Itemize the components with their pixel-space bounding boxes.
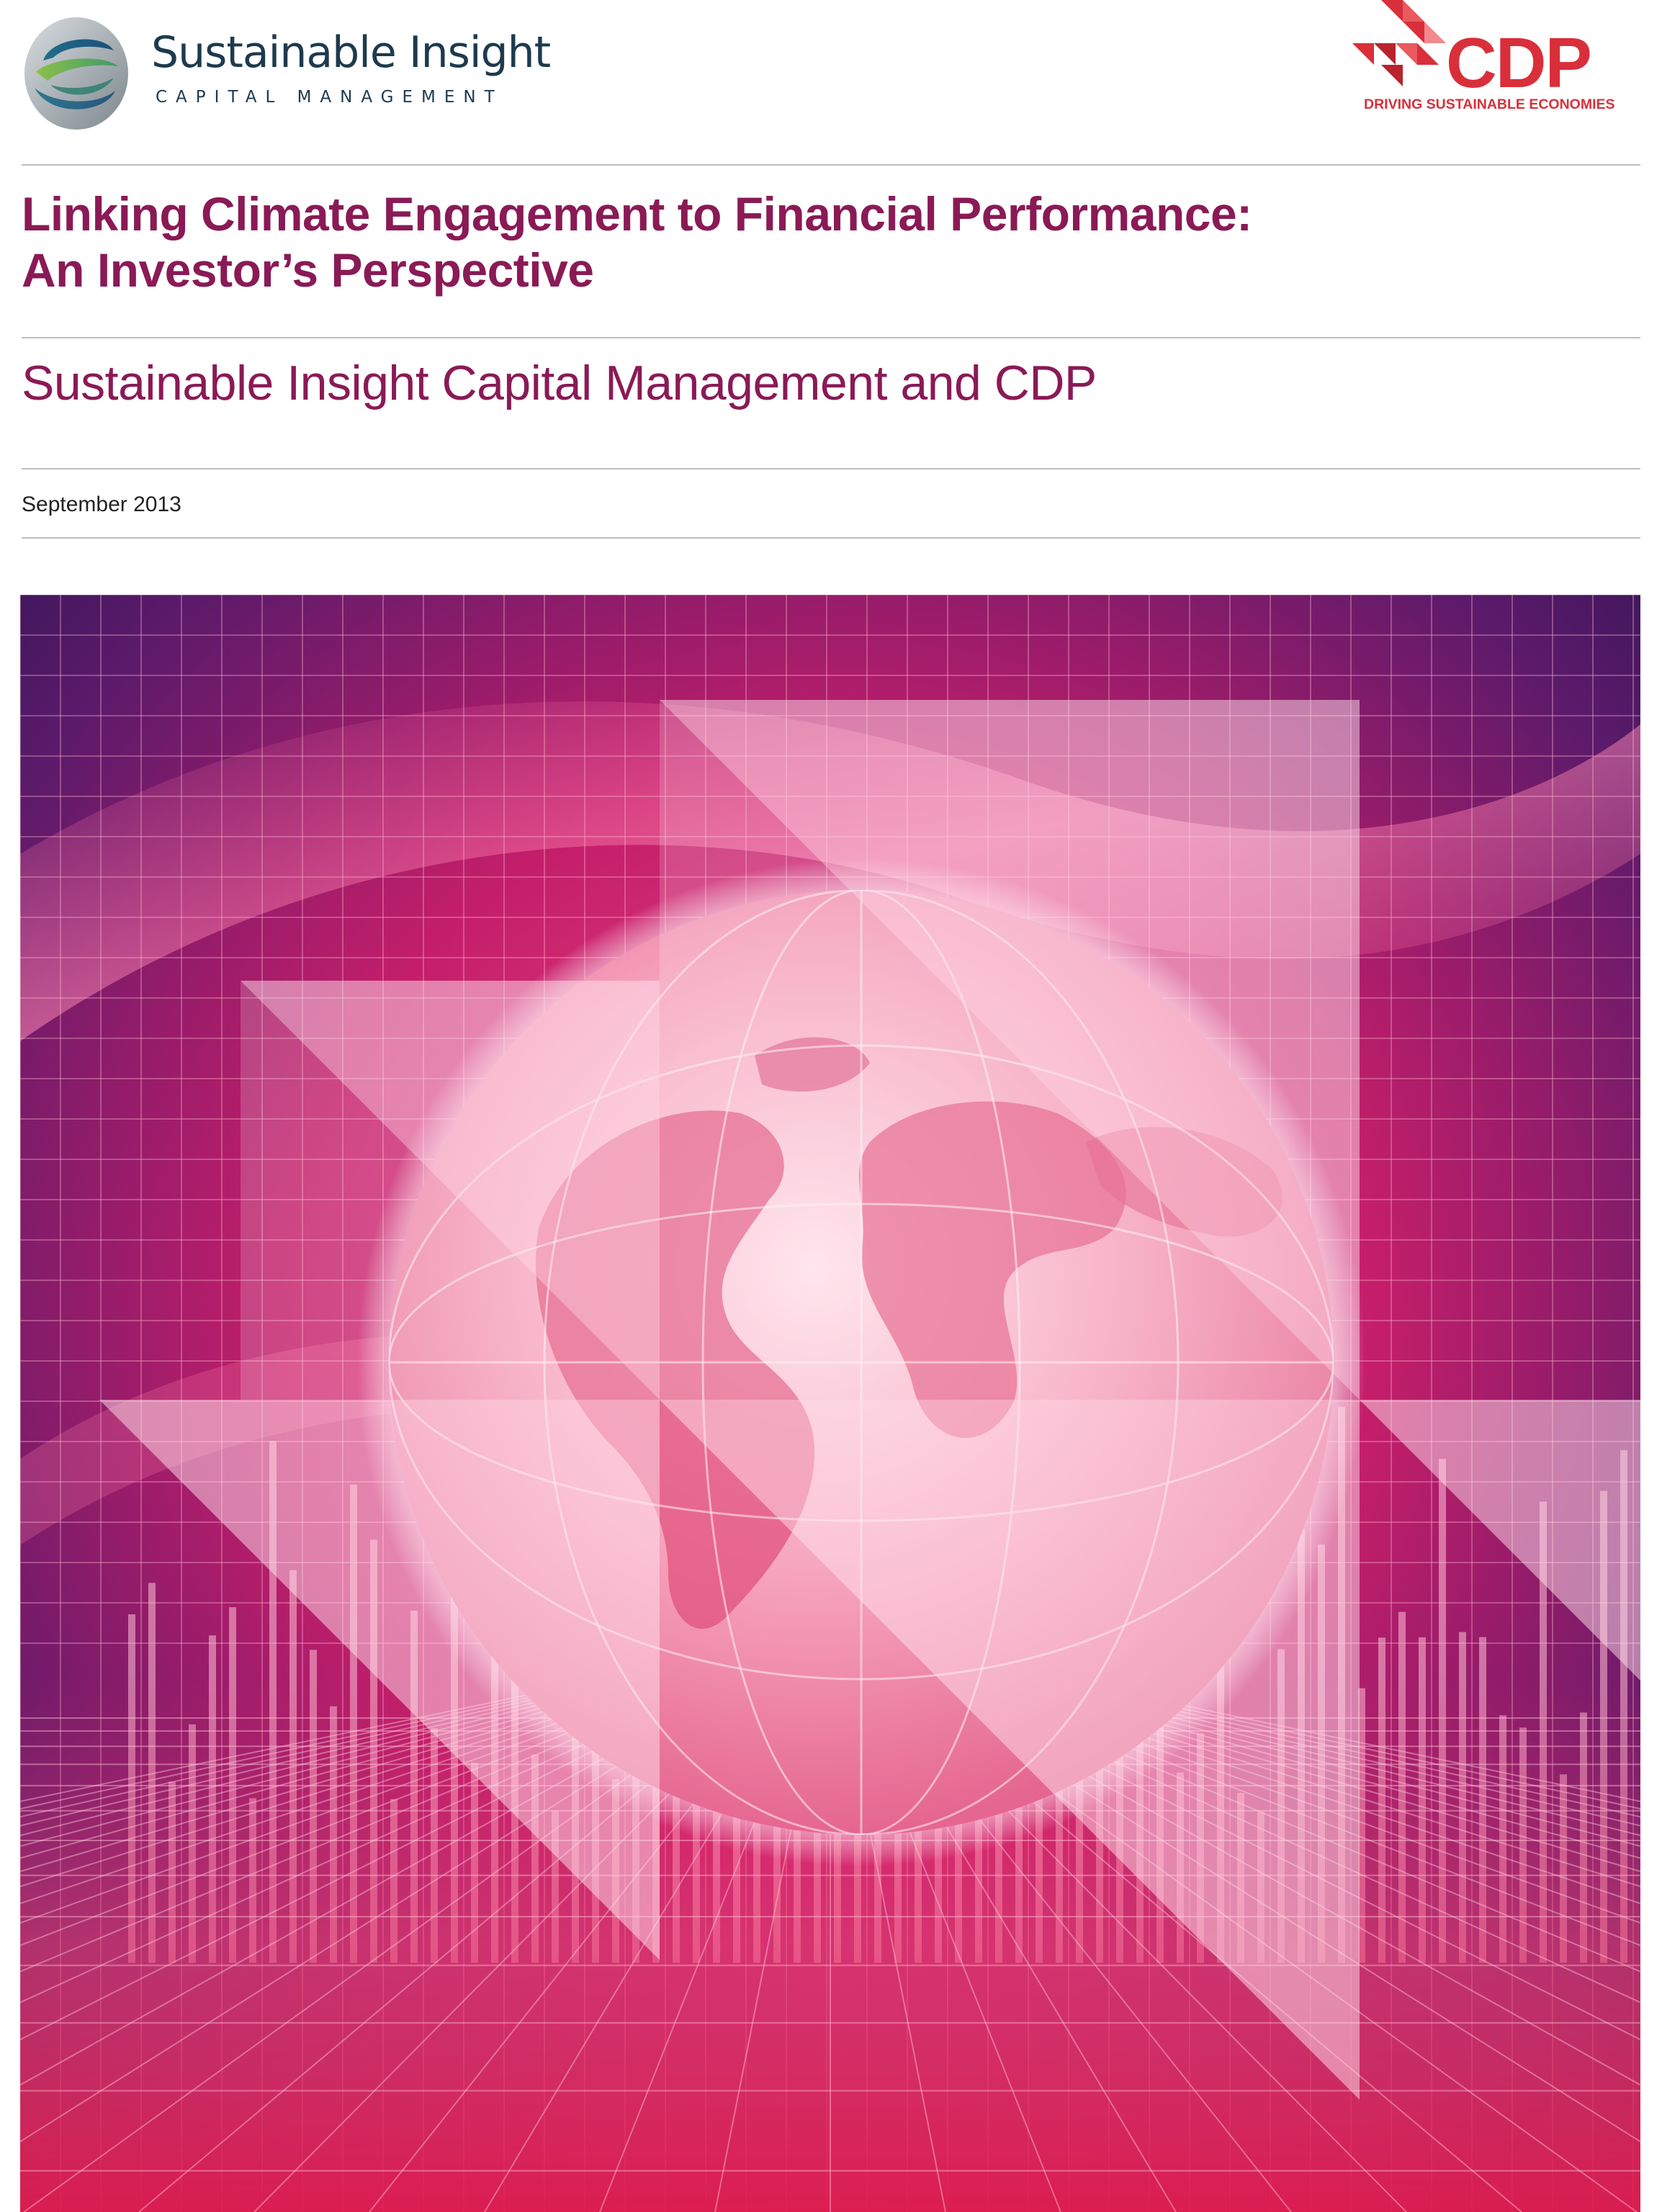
divider-after-authors	[22, 468, 1640, 469]
floor-grid-line	[20, 1674, 693, 1887]
report-title-line-2: An Investor’s Perspective	[22, 243, 594, 297]
floor-grid-line	[20, 1674, 710, 1924]
floor-grid-line	[20, 1674, 632, 1810]
floor-grid-line	[20, 1674, 624, 1802]
floor-grid-line	[20, 1674, 667, 1848]
report-title-line-1: Linking Climate Engagement to Financial …	[22, 187, 1252, 240]
cdp-tagline: DRIVING SUSTAINABLE ECONOMIES	[1364, 96, 1615, 112]
sustainable-insight-swirl-icon	[24, 17, 128, 130]
sustainable-insight-name: Sustainable Insight	[151, 27, 551, 78]
cdp-logo: CDP DRIVING SUSTAINABLE ECONOMIES	[1352, 0, 1640, 115]
divider-after-date	[22, 537, 1640, 539]
report-authors: Sustainable Insight Capital Management a…	[22, 356, 1097, 410]
floor-grid-line	[20, 1674, 675, 1859]
divider-after-title	[22, 337, 1640, 338]
floor-grid-line	[20, 1674, 658, 1837]
cdp-triangles-icon	[1352, 0, 1446, 86]
floor-grid-line	[1028, 1674, 1640, 1810]
floor-grid-line	[20, 1674, 701, 1905]
cover-artwork	[20, 595, 1640, 2212]
globe-illustration-icon	[20, 595, 1640, 2212]
floor-grid-line	[20, 1674, 641, 1818]
report-date: September 2013	[22, 493, 181, 516]
floor-grid-line	[1011, 1674, 1640, 1827]
floor-grid-line	[20, 1674, 684, 1873]
floor-grid-line	[1037, 1674, 1640, 1802]
report-title: Linking Climate Engagement to Financial …	[22, 186, 1635, 298]
divider-top	[22, 164, 1640, 166]
sustainable-insight-subtitle: CAPITAL MANAGEMENT	[156, 88, 503, 107]
floor-grid-line	[20, 1674, 650, 1827]
cdp-wordmark: CDP	[1446, 23, 1592, 102]
sustainable-insight-logo: Sustainable Insight CAPITAL MANAGEMENT	[22, 16, 551, 135]
floor-grid-line	[1020, 1674, 1640, 1818]
